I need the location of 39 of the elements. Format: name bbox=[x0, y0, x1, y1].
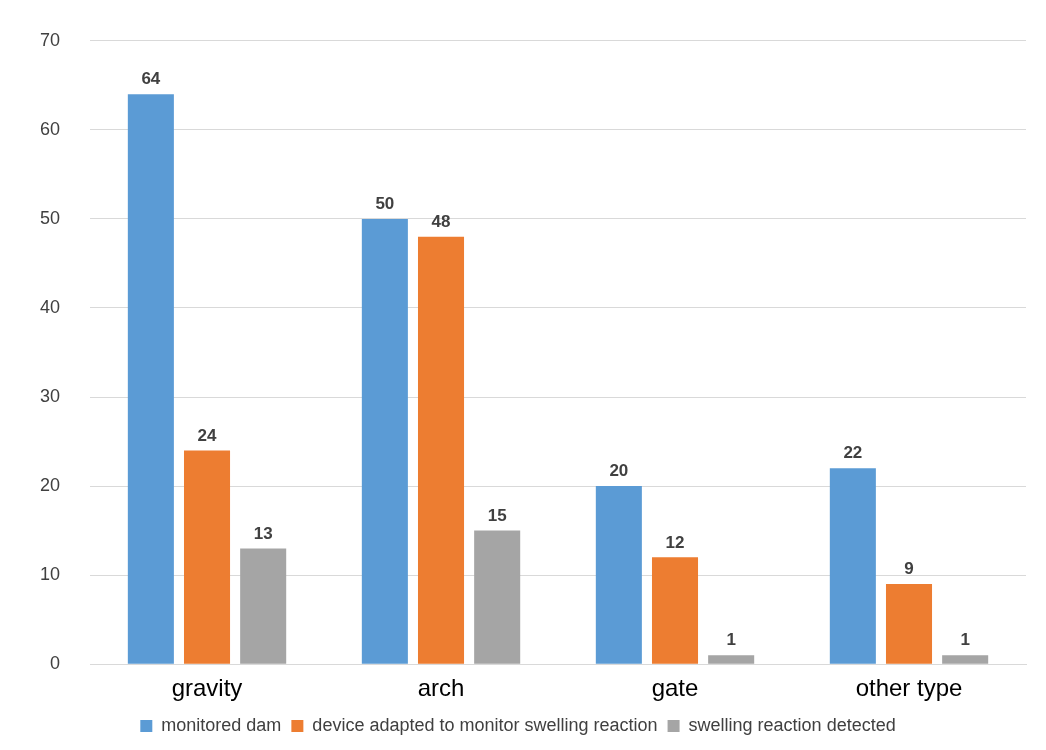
data-label: 1 bbox=[960, 630, 970, 650]
y-tick-label: 20 bbox=[39, 475, 61, 496]
y-tick-label: 30 bbox=[39, 386, 61, 406]
data-label: 64 bbox=[141, 69, 161, 89]
y-tick-label: 50 bbox=[39, 207, 61, 228]
x-tick-label: arch bbox=[417, 674, 465, 702]
legend-label: device adapted to monitor swelling reaction bbox=[312, 714, 658, 735]
y-tick-label: 70 bbox=[39, 29, 61, 50]
bar bbox=[183, 450, 231, 664]
data-label: 1 bbox=[726, 630, 736, 650]
data-label: 22 bbox=[843, 443, 863, 463]
data-label: 48 bbox=[431, 211, 451, 231]
bar bbox=[240, 548, 287, 664]
y-tick-label: 40 bbox=[39, 296, 61, 317]
bar bbox=[829, 468, 876, 664]
x-tick-label: gravity bbox=[171, 674, 243, 702]
x-tick-label: other type bbox=[855, 674, 963, 702]
bar bbox=[885, 584, 933, 664]
y-tick-label: 0 bbox=[50, 653, 61, 674]
data-label: 12 bbox=[665, 532, 685, 552]
data-label: 24 bbox=[197, 425, 218, 445]
data-label: 15 bbox=[487, 505, 507, 525]
bar bbox=[361, 218, 408, 664]
bar bbox=[595, 486, 642, 664]
bar bbox=[127, 94, 174, 664]
legend-label: swelling reaction detected bbox=[688, 714, 896, 735]
y-tick-label: 10 bbox=[39, 564, 61, 585]
data-label: 9 bbox=[904, 559, 914, 579]
bar bbox=[474, 530, 521, 664]
y-tick-label: 60 bbox=[39, 118, 61, 139]
x-tick-label: gate bbox=[651, 674, 699, 702]
bar bbox=[651, 557, 699, 664]
data-label: 20 bbox=[609, 461, 629, 481]
bar bbox=[417, 236, 465, 664]
bar bbox=[942, 655, 989, 664]
data-label: 13 bbox=[253, 523, 273, 543]
data-label: 50 bbox=[375, 194, 395, 214]
bar bbox=[708, 655, 755, 664]
legend-label: monitored dam bbox=[161, 714, 282, 735]
